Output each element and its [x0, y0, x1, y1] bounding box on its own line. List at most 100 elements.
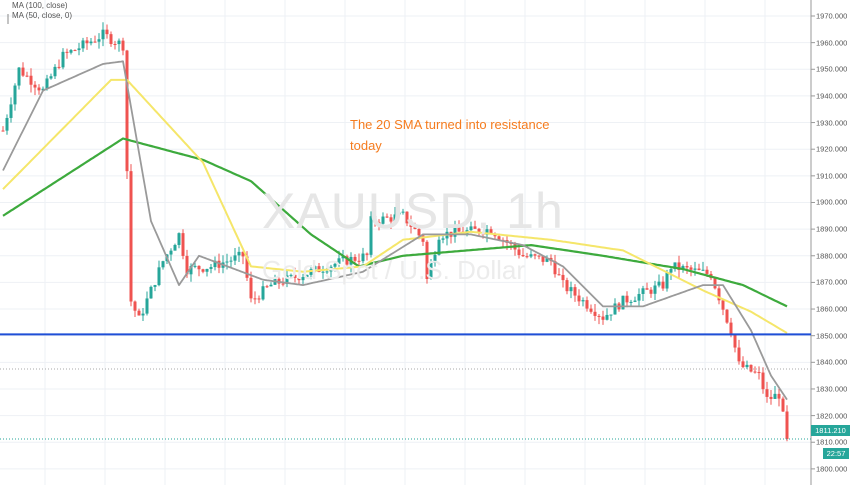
ma50-line [2, 78, 788, 334]
candle-body [725, 309, 729, 323]
candle-body [153, 285, 157, 287]
candle-body [517, 249, 521, 256]
candle-body [633, 300, 637, 302]
candle-body [321, 271, 325, 273]
candle-body [121, 40, 125, 51]
candle-body [525, 256, 529, 258]
candle-body [649, 289, 653, 294]
candle-body [489, 229, 493, 234]
candle-body [749, 364, 753, 372]
candle-body [93, 41, 97, 43]
candle-body [497, 236, 501, 240]
candle-body [717, 288, 721, 301]
price-axis-label: 1890.000 [816, 224, 848, 234]
candle-body [637, 293, 641, 301]
candle-body [361, 253, 365, 262]
candle-body [533, 254, 537, 256]
candle-body [101, 29, 105, 40]
price-axis-label: 1860.000 [816, 304, 848, 314]
candle-body [409, 223, 413, 228]
candle-body [189, 266, 193, 275]
candle-body [301, 277, 305, 281]
candle-body [701, 269, 705, 271]
price-axis-label: 1840.000 [816, 357, 848, 367]
candle-body [721, 300, 725, 310]
watermark-symbol: XAUUSD, 1h [262, 183, 564, 239]
candle-body [237, 251, 241, 256]
candle-body [229, 260, 233, 262]
candle-body [345, 256, 349, 265]
price-axis-label: 1970.000 [816, 11, 848, 21]
candle-body [385, 216, 389, 218]
candle-body [293, 274, 297, 278]
candle-body [21, 67, 25, 76]
candle-body [25, 75, 29, 77]
candle-body [173, 244, 177, 251]
candle-body [453, 227, 457, 237]
candle-body [565, 280, 569, 292]
candle-body [45, 78, 49, 89]
candle-body [365, 253, 369, 255]
candle-body [401, 211, 405, 213]
price-axis-label: 1800.000 [816, 464, 848, 474]
candle-body [457, 227, 461, 232]
candle-body [697, 268, 701, 271]
candle-body [621, 295, 625, 310]
current-price-label: 1811.210 [811, 425, 850, 436]
candle-body [285, 275, 289, 284]
candle-body [773, 393, 777, 399]
candle-body [589, 308, 593, 312]
candle-body [29, 75, 33, 85]
candle-body [33, 84, 37, 88]
candle-body [193, 265, 197, 267]
candle-body [185, 255, 189, 275]
candle-body [557, 274, 561, 276]
candle-body [429, 262, 433, 279]
candle-body [241, 251, 245, 257]
candle-body [741, 361, 745, 368]
candle-body [97, 39, 101, 42]
candle-body [689, 267, 693, 270]
candle-body [37, 87, 41, 91]
candle-body [645, 288, 649, 290]
candle-body [597, 315, 601, 317]
candle-body [613, 303, 617, 315]
candle-body [305, 274, 309, 278]
candle-body [141, 313, 145, 316]
chart-annotation: The 20 SMA turned into resistance today [350, 117, 550, 153]
legend-ma100[interactable]: MA (100, close) [12, 1, 68, 10]
candle-body [289, 274, 293, 276]
candle-body [405, 211, 409, 224]
price-axis-label: 1920.000 [816, 144, 848, 154]
candle-body [685, 266, 689, 268]
candle-body [53, 66, 57, 77]
candle-body [157, 267, 161, 286]
candle-body [133, 301, 137, 311]
candle-body [485, 229, 489, 235]
candle-body [369, 216, 373, 255]
candle-body [245, 256, 249, 278]
candle-body [197, 265, 201, 270]
candle-body [333, 263, 337, 267]
legend-ma50[interactable]: MA (50, close, 0) [12, 11, 73, 20]
candle-body [177, 233, 181, 245]
candle-body [41, 88, 45, 91]
candle-body [257, 298, 261, 300]
candle-body [181, 233, 185, 256]
candle-body [149, 286, 153, 299]
candle-body [161, 261, 165, 268]
ma100-line [2, 137, 788, 308]
candle-body [609, 314, 613, 316]
candle-body [413, 227, 417, 229]
candle-body [89, 41, 93, 44]
candle-body [625, 295, 629, 303]
candle-body [213, 260, 217, 268]
candle-body [69, 50, 73, 53]
candle-body [761, 372, 765, 390]
candle-body [425, 241, 429, 279]
candle-body [417, 228, 421, 236]
candle-body [309, 269, 313, 275]
candle-body [137, 310, 141, 316]
price-axis-label: 1960.000 [816, 38, 848, 48]
